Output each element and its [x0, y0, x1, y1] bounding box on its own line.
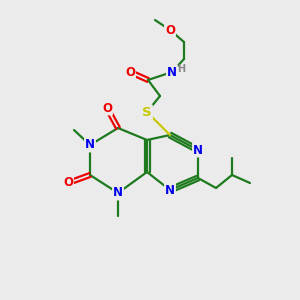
Text: N: N: [85, 139, 95, 152]
Text: O: O: [165, 23, 175, 37]
Text: N: N: [165, 184, 175, 196]
Text: N: N: [193, 143, 203, 157]
Text: O: O: [102, 101, 112, 115]
Text: N: N: [167, 65, 177, 79]
Text: N: N: [113, 187, 123, 200]
Text: O: O: [63, 176, 73, 190]
Text: H: H: [177, 64, 185, 74]
Text: S: S: [142, 106, 152, 118]
Text: O: O: [125, 65, 135, 79]
